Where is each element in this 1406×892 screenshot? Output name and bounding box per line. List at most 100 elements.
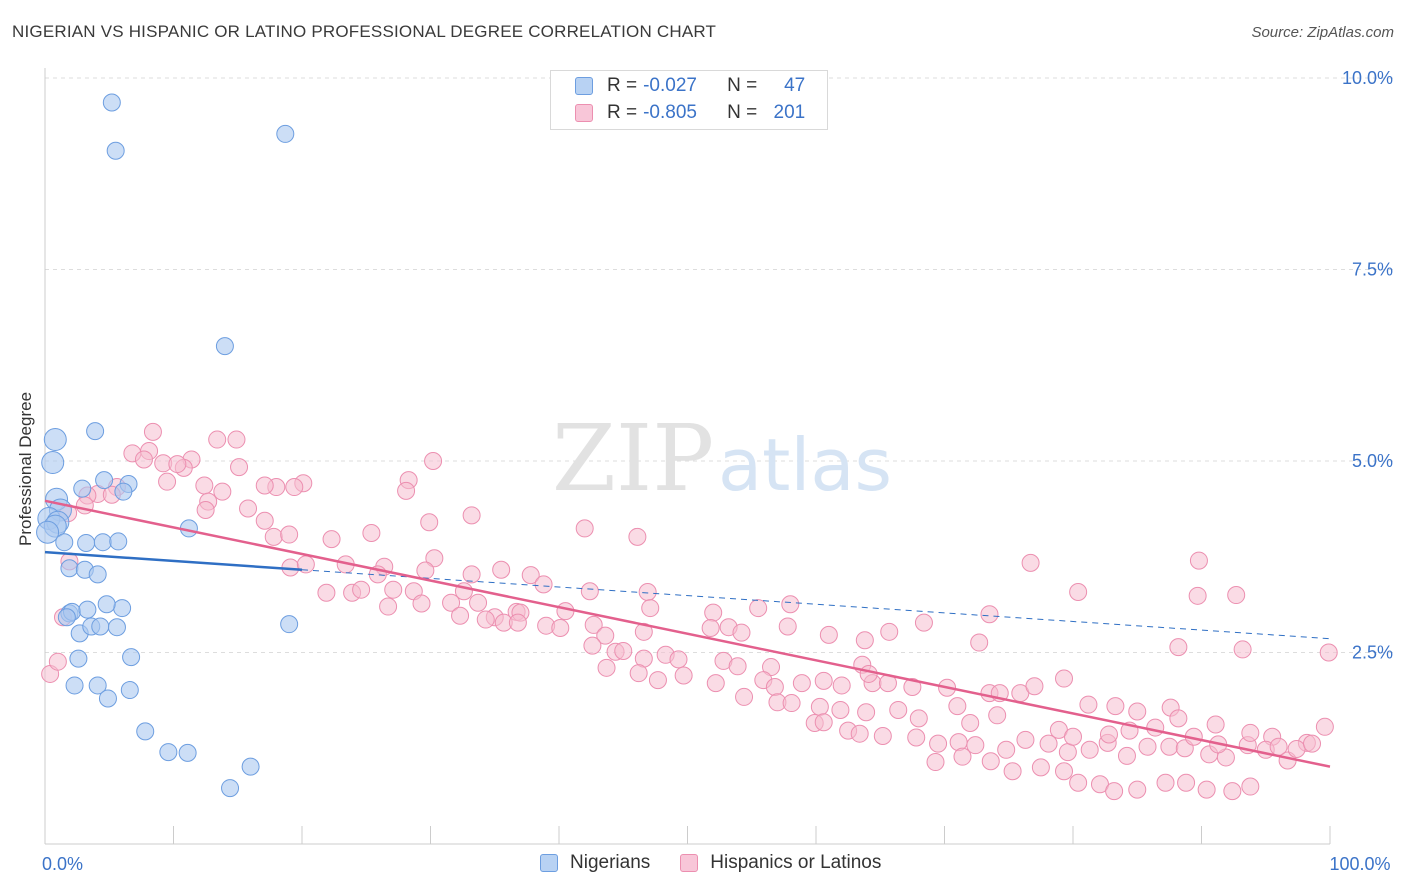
hispanic-point (988, 706, 1007, 725)
nigerian-point (178, 743, 197, 762)
hispanic-point (1064, 727, 1082, 746)
hispanic-point (855, 631, 874, 650)
hispanic-point (629, 664, 648, 683)
hispanic-point (462, 565, 481, 584)
legend-item-hispanics[interactable]: Hispanics or Latinos (680, 852, 881, 874)
hispanic-point (469, 593, 488, 612)
hispanic-point (831, 700, 850, 719)
hispanic-point (792, 674, 811, 693)
hispanic-point (1287, 740, 1306, 759)
hispanic-point (966, 736, 985, 755)
hispanic-point (782, 694, 801, 713)
hispanic-point (48, 652, 67, 671)
hispanic-point (352, 580, 371, 599)
hispanic-point (462, 506, 481, 525)
hispanic-point (597, 658, 616, 677)
hispanic-point (1241, 777, 1260, 796)
hispanic-point (749, 599, 768, 618)
hispanic-point (1128, 780, 1147, 799)
hispanic-point (168, 455, 187, 474)
nigerian-point (98, 689, 117, 708)
hispanic-point (850, 724, 869, 743)
nigerian-point (43, 428, 67, 452)
hispanic-point (1128, 702, 1147, 721)
legend-n-value: 201 (773, 102, 806, 123)
hispanic-point (728, 657, 747, 676)
legend-n-value: 47 (784, 75, 806, 96)
hispanic-point (614, 641, 633, 660)
hispanic-point (1117, 746, 1136, 765)
hispanic-point (208, 430, 227, 449)
hispanic-point (556, 602, 575, 621)
hispanic-point (1099, 725, 1118, 744)
hispanic-point (317, 583, 336, 602)
nigerian-point (280, 615, 299, 634)
nigerian-point (102, 93, 121, 112)
axis-layer (44, 68, 1331, 845)
nigerian-point (136, 722, 155, 741)
nigerian-point (93, 533, 112, 552)
nigerian-point (95, 471, 114, 490)
hispanic-point (280, 525, 299, 544)
nigerian-point (78, 600, 97, 619)
hispanic-point (580, 582, 599, 601)
hispanic-point (230, 458, 249, 477)
hispanic-point (704, 603, 723, 622)
hispanic-point (534, 575, 553, 594)
hispanic-point (1233, 640, 1252, 659)
source-label: Source: ZipAtlas.com (1251, 24, 1394, 41)
y-axis-title: Professional Degree (16, 391, 35, 546)
legend-r-value: -0.027 (643, 75, 697, 96)
nigerian-point (159, 743, 178, 762)
hispanic-point (873, 726, 892, 745)
y-tick-label: 2.5% (1352, 643, 1393, 663)
hispanic-point (1227, 586, 1246, 605)
nigerian-point (215, 337, 234, 356)
hispanic-point (1189, 551, 1208, 570)
hispanic-point (909, 709, 928, 728)
legend-row-nigerians: R = -0.027 N = 47 (575, 74, 805, 98)
hispanic-point (1069, 773, 1088, 792)
hispanic-point (1319, 643, 1338, 662)
nigerian-point (88, 676, 107, 695)
hispanic-point (379, 597, 398, 616)
legend-item-nigerians[interactable]: Nigerians (540, 852, 650, 874)
x-tick-label: 0.0% (42, 854, 83, 874)
hispanic-point (732, 623, 751, 642)
legend-r-value: -0.805 (643, 102, 697, 123)
hispanic-point (1197, 780, 1216, 799)
hispanic-points (41, 422, 1338, 801)
hispanic-point (1106, 697, 1125, 716)
hispanic-point (158, 472, 177, 491)
nigerian-point (114, 482, 133, 501)
legend-swatch-pink (575, 104, 593, 122)
legend-label-nigerians: Nigerians (570, 852, 651, 873)
hispanic-point (628, 527, 647, 546)
hispanic-point (521, 566, 540, 585)
hispanic-point (814, 671, 833, 690)
hispanic-point (970, 633, 989, 652)
hispanic-point (551, 618, 570, 637)
trend-lines (44, 499, 1331, 768)
hispanic-point (227, 430, 246, 449)
hispanic-point (1031, 758, 1050, 777)
nigerian-point (109, 532, 128, 551)
hispanic-point (397, 481, 416, 500)
hispanic-point (648, 671, 667, 690)
hispanic-point (362, 524, 381, 543)
hispanic-point (476, 610, 495, 629)
hispanic-point (929, 734, 948, 753)
hispanic-point (953, 747, 972, 766)
hispanic-point (442, 593, 461, 612)
hispanic-point (1080, 740, 1099, 759)
hispanic-point (781, 595, 800, 614)
hispanic-point (832, 676, 851, 695)
hispanic-point (926, 753, 945, 772)
hispanic-point (416, 561, 435, 580)
hispanic-point (508, 613, 527, 632)
hispanic-point (1039, 734, 1058, 753)
nigerian-point (86, 422, 105, 441)
nigerian-point (91, 617, 110, 636)
hispanic-point (706, 674, 725, 693)
